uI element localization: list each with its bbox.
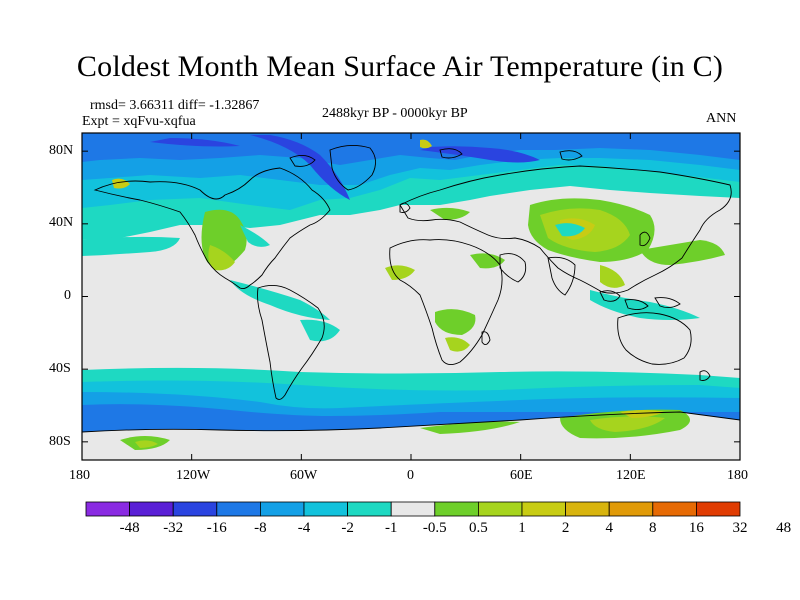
colorbar-label: 1 [518, 520, 526, 536]
map-title: Coldest Month Mean Surface Air Temperatu… [76, 50, 724, 83]
colorbar-label: 2 [561, 520, 570, 536]
colorbar-label: -2 [341, 520, 354, 536]
colorbar-swatch [434, 501, 479, 517]
lon-label-60w: 60W [290, 468, 318, 483]
experiment-label: Expt = xqFvu-xqfua [82, 114, 196, 129]
colorbar-swatch [347, 501, 392, 517]
lon-label-60e: 60E [510, 468, 533, 483]
period-label: 2488kyr BP - 0000kyr BP [322, 106, 468, 121]
lon-label-180e: 180 [727, 468, 748, 483]
colorbar-swatch [172, 501, 218, 517]
lat-label-0: 0 [64, 288, 71, 303]
colorbar-label: 0.5 [469, 520, 488, 536]
stats-label: rmsd= 3.66311 diff= -1.32867 [90, 98, 260, 113]
colorbar-label: -48 [119, 520, 140, 536]
lon-label-0: 0 [407, 468, 414, 483]
colorbar-swatch [696, 501, 741, 517]
colorbar-label: -1 [384, 520, 398, 536]
colorbar-swatch [303, 501, 348, 517]
lon-label-120e: 120E [616, 468, 646, 483]
colorbar-swatch [259, 501, 305, 517]
colorbar-swatch [390, 501, 436, 517]
colorbar-swatch [216, 501, 261, 517]
colorbar-label: -0.5 [422, 520, 447, 536]
colorbar-label: -4 [297, 520, 311, 536]
colorbar [85, 501, 741, 517]
lat-label-80n: 80N [49, 143, 74, 158]
colorbar-label: 8 [649, 520, 657, 536]
colorbar-label: -16 [206, 520, 227, 536]
lat-label-40s: 40S [49, 361, 71, 376]
colorbar-label: 16 [688, 520, 704, 536]
lat-label-40n: 40N [49, 215, 74, 230]
colorbar-label: 48 [776, 520, 792, 536]
colorbar-swatch [608, 501, 654, 517]
colorbar-label: -8 [254, 520, 267, 536]
colorbar-label: -32 [163, 520, 184, 536]
colorbar-label: 4 [605, 520, 613, 536]
lon-label-180w: 180 [69, 468, 90, 483]
colorbar-swatch [129, 501, 174, 517]
colorbar-swatch [565, 501, 610, 517]
colorbar-swatch [652, 501, 697, 517]
lon-label-120w: 120W [176, 468, 211, 483]
colorbar-label: 32 [732, 520, 748, 536]
lat-label-80s: 80S [49, 434, 71, 449]
colorbar-swatch [85, 501, 130, 517]
colorbar-swatch [477, 501, 523, 517]
season-label: ANN [706, 111, 737, 126]
colorbar-swatch [521, 501, 566, 517]
